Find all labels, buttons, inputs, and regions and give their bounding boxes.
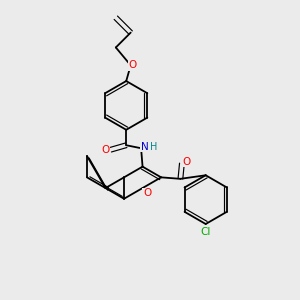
Text: N: N — [141, 142, 148, 152]
Text: O: O — [101, 145, 110, 155]
Text: H: H — [150, 142, 157, 152]
Text: Cl: Cl — [200, 227, 211, 237]
Text: O: O — [182, 157, 190, 167]
Text: O: O — [143, 188, 151, 198]
Text: O: O — [128, 60, 136, 70]
